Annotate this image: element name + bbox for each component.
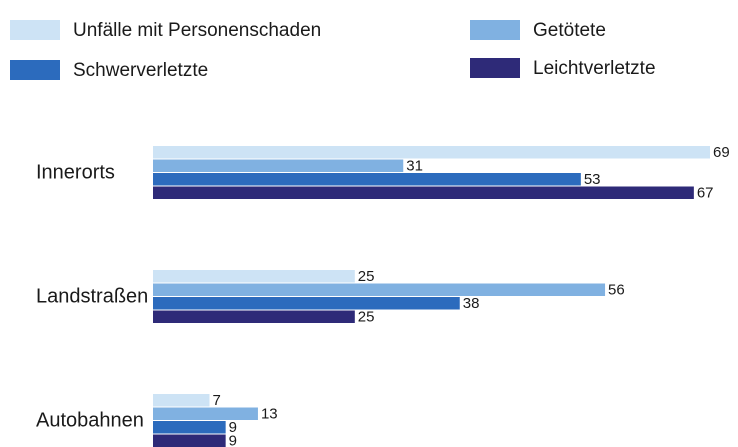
bar <box>153 407 258 420</box>
bar <box>153 297 460 310</box>
value-label: 13 <box>261 406 278 423</box>
value-label: 53 <box>584 171 601 188</box>
value-label: 56 <box>608 282 625 299</box>
value-label: 69 <box>713 144 730 161</box>
bar <box>153 283 606 296</box>
bar <box>153 421 226 434</box>
legend-label: Getötete <box>533 20 606 41</box>
legend-swatch <box>10 20 60 40</box>
bar <box>153 159 404 172</box>
value-label: 7 <box>213 392 221 409</box>
category-label: Landstraßen <box>36 285 148 307</box>
legend-swatch <box>470 20 520 40</box>
bar <box>153 434 226 447</box>
value-label: 9 <box>229 433 237 447</box>
bar <box>153 394 210 407</box>
legend-label: Unfälle mit Personenschaden <box>73 20 321 41</box>
category-label: Autobahnen <box>36 409 144 431</box>
value-label: 9 <box>229 419 237 436</box>
value-label: 25 <box>358 309 375 326</box>
bar <box>153 270 355 283</box>
legend-swatch <box>470 58 520 78</box>
legend-label: Leichtverletzte <box>533 58 656 79</box>
legend-label: Schwerverletzte <box>73 60 208 81</box>
bar <box>153 186 694 199</box>
category-label: Innerorts <box>36 161 115 183</box>
bar <box>153 173 581 186</box>
bar <box>153 310 355 323</box>
value-label: 25 <box>358 268 375 285</box>
legend-swatch <box>10 60 60 80</box>
bar <box>153 146 710 159</box>
value-label: 31 <box>406 158 423 175</box>
value-label: 38 <box>463 295 480 312</box>
value-label: 67 <box>697 185 714 202</box>
